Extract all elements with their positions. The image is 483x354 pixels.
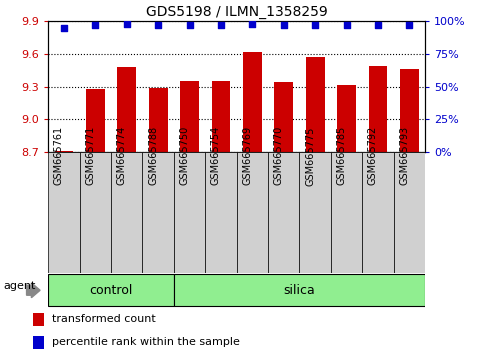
Bar [142,152,174,273]
Bar [268,152,299,273]
Bar [337,85,356,152]
Bar [205,152,237,273]
Text: GSM665793: GSM665793 [399,126,410,185]
Text: GSM665754: GSM665754 [211,126,221,185]
Text: GSM665775: GSM665775 [305,126,315,185]
Bar [243,52,262,152]
Bar [33,313,44,326]
Bar [212,81,230,152]
Text: transformed count: transformed count [53,314,156,325]
Text: GSM665769: GSM665769 [242,126,253,185]
Bar [306,57,325,152]
Point [343,22,351,28]
Point [312,22,319,28]
Point [374,22,382,28]
Bar [174,274,425,306]
Point [406,22,413,28]
Bar [400,69,419,152]
Bar [48,274,174,306]
Text: GSM665788: GSM665788 [148,126,158,185]
Bar [117,67,136,152]
Point [249,21,256,27]
Text: agent: agent [4,281,36,291]
Text: silica: silica [284,284,315,297]
Point [92,22,99,28]
Bar [33,336,44,349]
Bar [362,152,394,273]
Point [123,21,131,27]
Text: control: control [89,284,133,297]
Bar [369,66,387,152]
Text: GSM665770: GSM665770 [274,126,284,185]
FancyArrow shape [27,283,40,298]
Point [186,22,194,28]
Bar [174,152,205,273]
Bar [149,88,168,152]
Bar [80,152,111,273]
Bar [299,152,331,273]
Bar [237,152,268,273]
Text: GSM665785: GSM665785 [337,126,347,185]
Bar [394,152,425,273]
Text: percentile rank within the sample: percentile rank within the sample [53,337,240,348]
Point [60,25,68,31]
Text: GSM665771: GSM665771 [85,126,96,185]
Point [217,22,225,28]
Bar [48,152,80,273]
Text: GSM665761: GSM665761 [54,126,64,185]
Bar [55,151,73,152]
Point [280,22,288,28]
Text: GSM665774: GSM665774 [117,126,127,185]
Bar [86,89,105,152]
Point [155,22,162,28]
Bar [111,152,142,273]
Text: GSM665792: GSM665792 [368,126,378,185]
Bar [331,152,362,273]
Title: GDS5198 / ILMN_1358259: GDS5198 / ILMN_1358259 [146,5,327,19]
Bar [180,81,199,152]
Bar [274,82,293,152]
Text: GSM665750: GSM665750 [180,126,189,185]
